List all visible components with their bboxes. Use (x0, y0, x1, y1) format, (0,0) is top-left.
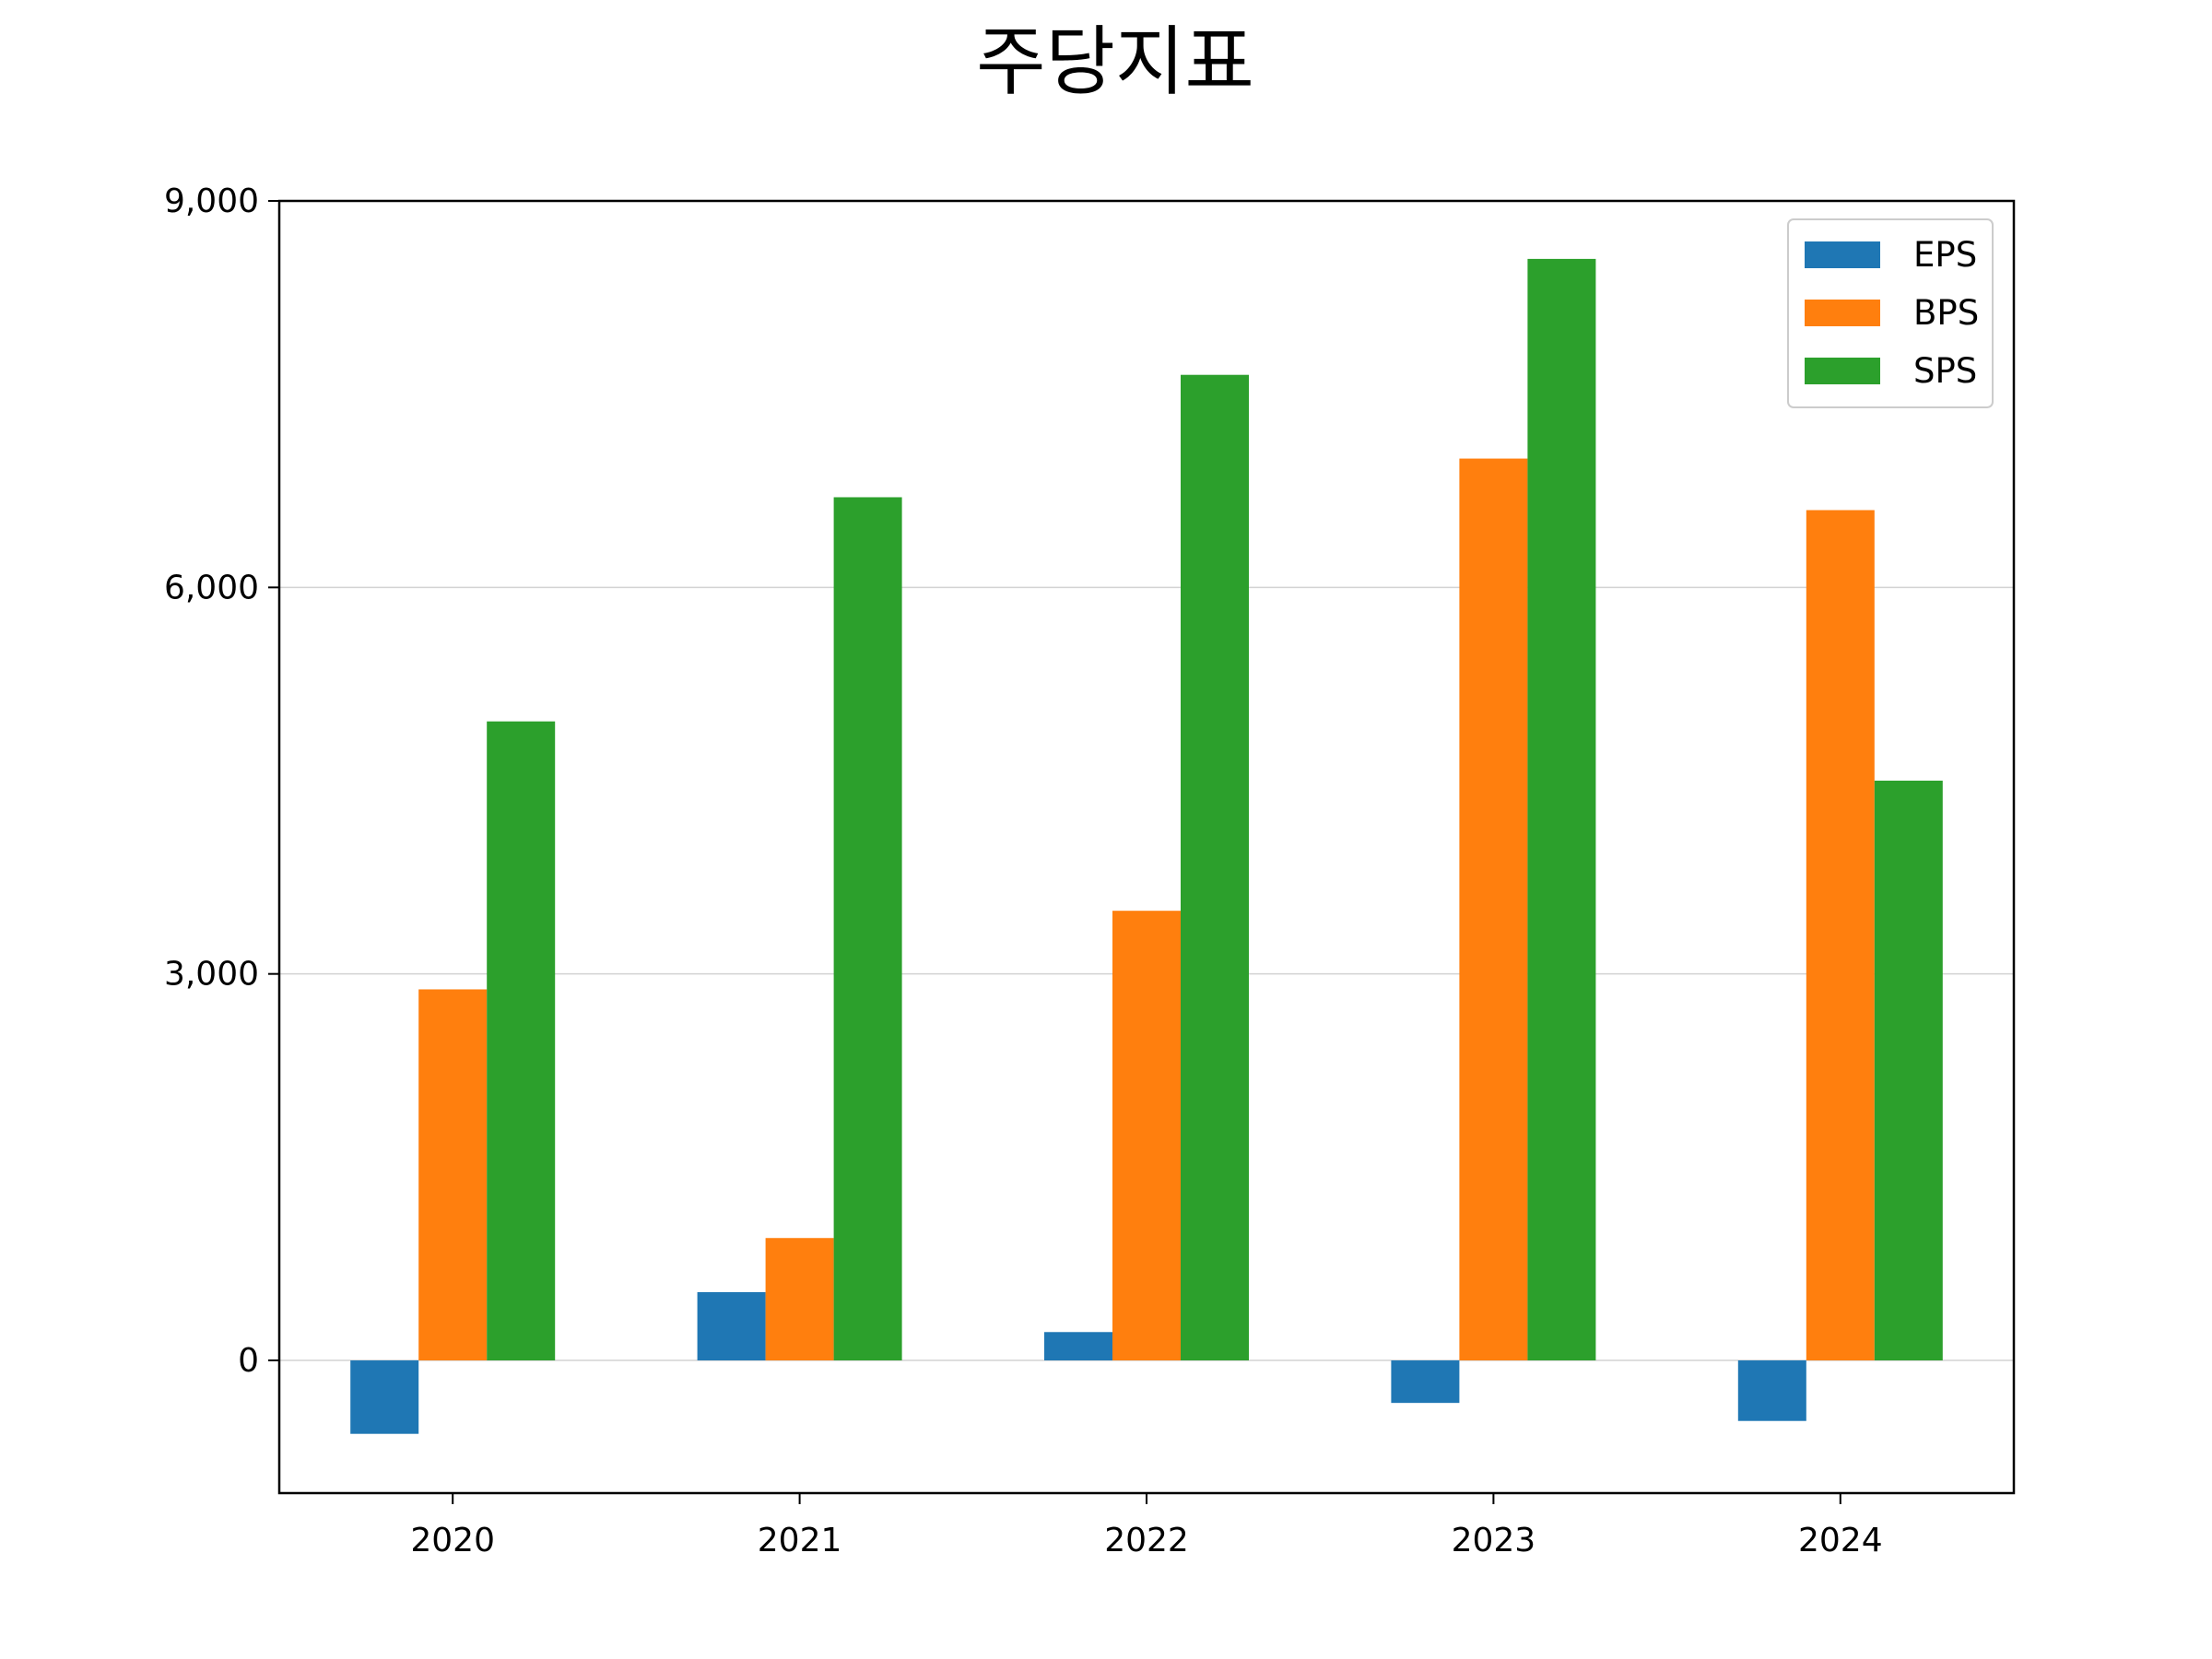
x-tick-label: 2021 (758, 1522, 842, 1559)
bar-bps-2022 (1112, 911, 1181, 1361)
legend: EPS BPS SPS (1787, 218, 1994, 408)
y-tick-label: 6,000 (164, 569, 259, 606)
bar-sps-2021 (833, 497, 902, 1361)
legend-label-eps: EPS (1913, 235, 1977, 275)
legend-swatch-bps (1805, 300, 1880, 326)
bar-bps-2024 (1806, 510, 1875, 1361)
y-tick-label: 9,000 (164, 182, 259, 220)
y-tick-label: 0 (238, 1342, 259, 1380)
x-tick-label: 2024 (1798, 1522, 1883, 1559)
bar-eps-2021 (697, 1291, 766, 1361)
bar-sps-2020 (487, 721, 556, 1361)
bar-sps-2022 (1181, 374, 1249, 1361)
bar-sps-2023 (1527, 258, 1596, 1361)
bar-eps-2022 (1044, 1332, 1112, 1361)
bar-sps-2024 (1874, 781, 1943, 1361)
legend-label-sps: SPS (1913, 351, 1977, 391)
axis-ticks: 0 3,000 6,000 9,000 2020 2021 2022 2023 2024 (164, 182, 1883, 1559)
legend-swatch-sps (1805, 358, 1880, 384)
y-tick-label: 3,000 (164, 956, 259, 994)
bar-eps-2024 (1737, 1360, 1806, 1421)
x-tick-label: 2020 (410, 1522, 495, 1559)
bar-eps-2023 (1391, 1360, 1460, 1404)
bar-bps-2023 (1459, 458, 1528, 1361)
x-tick-label: 2022 (1104, 1522, 1189, 1559)
chart-title: 주당지표 (976, 18, 1254, 106)
bars (350, 258, 1943, 1434)
bar-bps-2020 (418, 989, 488, 1361)
legend-label-bps: BPS (1913, 293, 1979, 333)
legend-swatch-eps (1805, 241, 1880, 268)
bar-bps-2021 (765, 1238, 834, 1361)
bar-eps-2020 (350, 1360, 419, 1434)
x-tick-label: 2023 (1452, 1522, 1536, 1559)
